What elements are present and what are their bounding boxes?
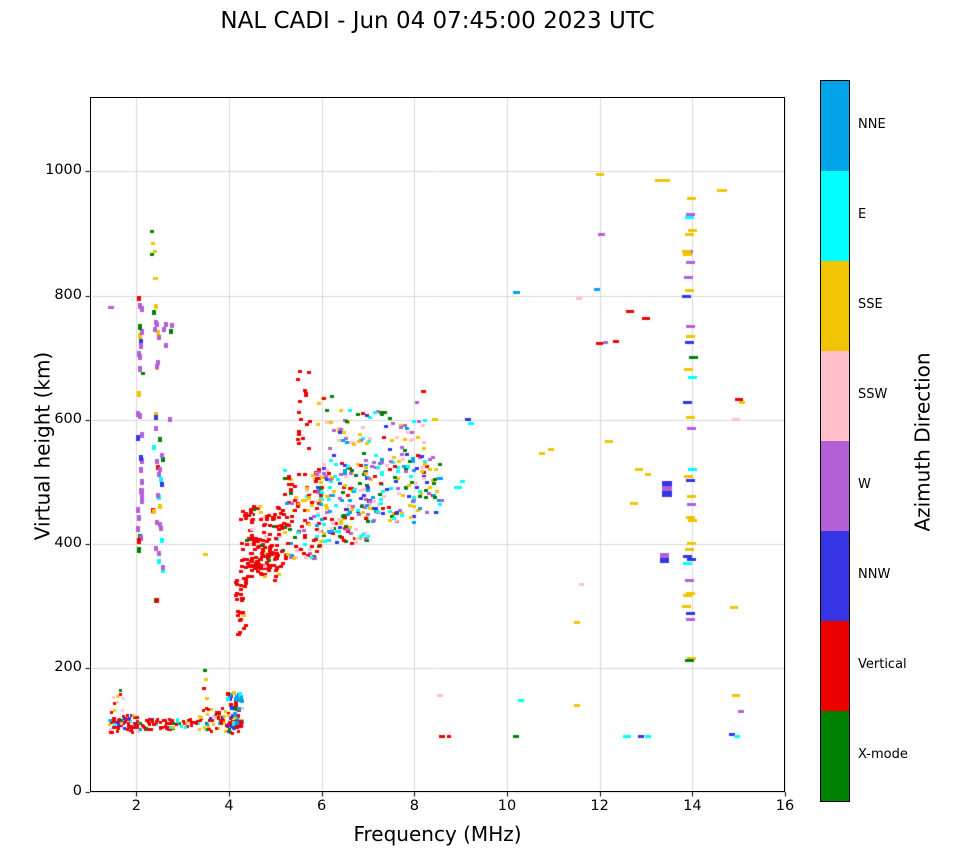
colorbar-label-nnw: NNW xyxy=(858,567,891,582)
y-tick-label: 800 xyxy=(54,286,82,303)
colorbar-segment-sse xyxy=(821,261,849,351)
y-tick-label: 400 xyxy=(54,534,82,551)
y-axis-label: Virtual height (km) xyxy=(30,351,55,541)
x-axis-label: Frequency (MHz) xyxy=(353,822,522,846)
x-tick-label: 12 xyxy=(590,798,609,814)
colorbar-segment-nne xyxy=(821,81,849,171)
x-tick-label: 4 xyxy=(224,798,234,814)
colorbar-label-e: E xyxy=(858,207,867,222)
colorbar-segment-e xyxy=(821,171,849,261)
x-tick-label: 16 xyxy=(775,798,795,814)
x-tick-label: 6 xyxy=(317,798,327,814)
azimuth-colorbar xyxy=(820,80,850,802)
colorbar-segment-ssw xyxy=(821,351,849,441)
colorbar-label-ssw: SSW xyxy=(858,387,888,402)
x-tick-label: 2 xyxy=(131,798,141,814)
colorbar-segment-nnw xyxy=(821,531,849,621)
colorbar-label-vertical: Vertical xyxy=(858,657,907,672)
colorbar-label-sse: SSE xyxy=(858,297,883,312)
y-tick-label: 0 xyxy=(72,783,82,799)
colorbar-label-w: W xyxy=(858,477,871,492)
colorbar-segment-x-mode xyxy=(821,711,849,801)
x-tick-label: 8 xyxy=(409,798,419,814)
colorbar-label-nne: NNE xyxy=(858,117,886,132)
y-tick-label: 200 xyxy=(54,658,82,675)
chart-title: NAL CADI - Jun 04 07:45:00 2023 UTC xyxy=(220,8,655,34)
y-tick-label: 1000 xyxy=(45,162,82,179)
y-tick-label: 600 xyxy=(54,410,82,427)
colorbar-label-x-mode: X-mode xyxy=(858,747,908,762)
x-tick-label: 10 xyxy=(497,798,517,814)
colorbar-segment-vertical xyxy=(821,621,849,711)
colorbar-axis-label: Azimuth Direction xyxy=(910,352,935,532)
x-tick-label: 14 xyxy=(683,798,702,814)
colorbar-segment-w xyxy=(821,441,849,531)
